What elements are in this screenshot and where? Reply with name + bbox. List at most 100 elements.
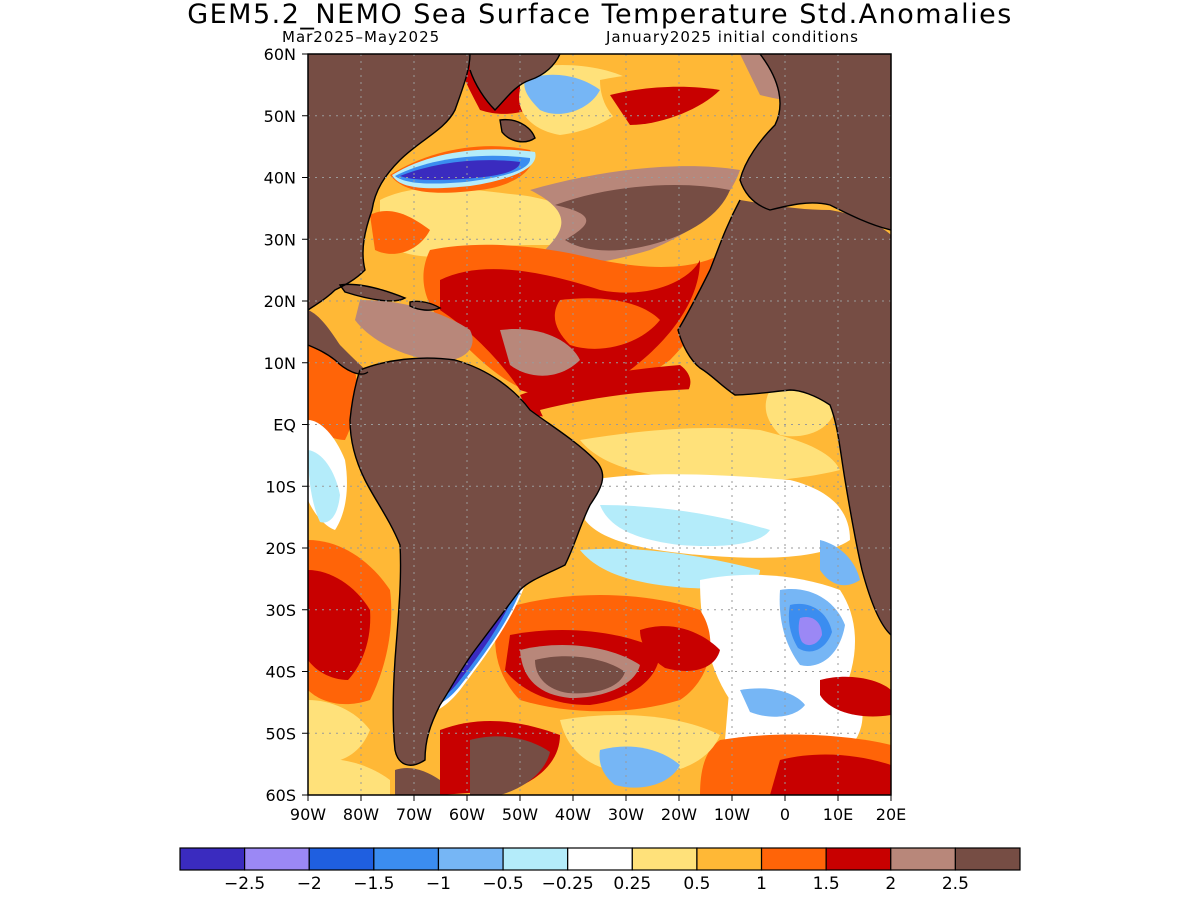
- latitude-labels: 60N 50N 40N 30N 20N 10N EQ 10S 20S 30S 40S 50S 60S: [264, 45, 308, 805]
- lat-tick-label: 50N: [264, 107, 296, 126]
- colorbar-swatch: [696, 847, 763, 871]
- lat-tick-label: 60N: [264, 45, 296, 64]
- anomaly-region: [765, 388, 835, 437]
- anomaly-region: [640, 626, 720, 671]
- anomaly-region: [820, 540, 860, 586]
- lat-tick-label: 60S: [265, 786, 296, 805]
- colorbar-swatch: [179, 847, 246, 871]
- colorbar-label: 0.25: [613, 874, 651, 894]
- europe-land: [740, 54, 891, 230]
- colorbar-swatch: [437, 847, 504, 871]
- colorbar-swatch: [308, 847, 375, 871]
- colorbar-swatch: [890, 847, 956, 871]
- lon-tick-label: 90W: [290, 805, 326, 824]
- colorbar-label: −2.5: [224, 874, 265, 894]
- coast-south-america: [349, 357, 604, 766]
- forecast-period: Mar2025–May2025: [282, 28, 441, 46]
- anomaly-region: [500, 329, 580, 376]
- south-america-land: [350, 358, 603, 766]
- chart-title: GEM5.2_NEMO Sea Surface Temperature Std.…: [187, 0, 1013, 30]
- anomaly-region: [798, 616, 822, 646]
- lon-tick-label: 30W: [608, 805, 644, 824]
- coast-newfoundland: [499, 118, 536, 143]
- anomaly-region: [524, 74, 600, 114]
- lon-tick-label: 70W: [396, 805, 432, 824]
- anomaly-region: [770, 754, 891, 795]
- colorbar-label: −0.25: [542, 874, 594, 894]
- colorbar-swatch: [631, 847, 698, 871]
- colorbar-label: 1.5: [813, 874, 840, 894]
- coast-hispaniola: [409, 300, 442, 311]
- colorbar-swatch: [373, 847, 440, 871]
- labrador-land: [470, 54, 560, 110]
- colorbar-swatch: [567, 847, 633, 871]
- anomaly-region: [355, 300, 473, 361]
- initial-conditions: January2025 initial conditions: [606, 28, 859, 46]
- africa-land: [678, 200, 891, 635]
- colorbar: [179, 847, 1021, 871]
- lat-tick-label: 50S: [265, 724, 296, 743]
- colorbar-label: 0.5: [683, 874, 710, 894]
- north-america-land: [308, 54, 470, 310]
- lat-tick-label: EQ: [273, 416, 296, 435]
- colorbar-swatch: [760, 847, 827, 871]
- colorbar-swatch: [825, 847, 892, 871]
- colorbar-swatch: [244, 847, 310, 871]
- land-masses: [308, 54, 891, 795]
- lon-tick-label: 80W: [343, 805, 379, 824]
- coastlines: [308, 54, 891, 766]
- cuba-land: [340, 284, 405, 301]
- colorbar-label: −1.5: [353, 874, 394, 894]
- anomaly-region: [555, 185, 730, 251]
- colorbar-swatch: [502, 847, 569, 871]
- anomaly-region: [535, 656, 625, 694]
- lat-tick-label: 40S: [265, 663, 296, 682]
- lat-tick-label: 30N: [264, 230, 296, 249]
- anomaly-field: [308, 54, 891, 795]
- anomaly-region: [470, 736, 550, 795]
- anomaly-region: [400, 160, 520, 180]
- coast-cuba: [338, 283, 407, 302]
- coast-labrador: [469, 54, 561, 111]
- anomaly-region: [599, 746, 680, 788]
- lat-tick-label: 10S: [265, 477, 296, 496]
- graticule: [308, 54, 891, 795]
- colorbar-swatch: [954, 847, 1021, 871]
- colorbar-label: 2.5: [942, 874, 969, 894]
- anomaly-region: [580, 428, 840, 482]
- lon-tick-label: 20E: [876, 805, 906, 824]
- longitude-labels: 90W 80W 70W 60W 50W 40W 30W 20W 10W 0 10E 20E: [290, 795, 906, 824]
- colorbar-label: −0.5: [482, 874, 523, 894]
- coast-africa: [677, 199, 891, 636]
- anomaly-region: [308, 758, 390, 795]
- lat-tick-label: 40N: [264, 169, 296, 188]
- colorbar-label: −2: [297, 874, 322, 894]
- anomaly-region: [740, 688, 805, 717]
- anomaly-region: [600, 505, 770, 547]
- central-america-land: [308, 310, 368, 375]
- anomaly-region: [370, 210, 430, 254]
- lon-tick-label: 20W: [661, 805, 697, 824]
- lat-tick-label: 20S: [265, 539, 296, 558]
- anomaly-region: [554, 298, 660, 349]
- lon-tick-label: 0: [780, 805, 790, 824]
- lon-tick-label: 10E: [823, 805, 853, 824]
- lat-tick-label: 20N: [264, 292, 296, 311]
- lon-tick-label: 60W: [449, 805, 485, 824]
- colorbar-labels: −2.5 −2 −1.5 −1 −0.5 −0.25 0.25 0.5 1 1.5 2 2.5: [224, 874, 969, 894]
- colorbar-label: −1: [426, 874, 451, 894]
- lat-tick-label: 10N: [264, 354, 296, 373]
- lat-tick-label: 30S: [265, 601, 296, 620]
- anomaly-region: [308, 700, 370, 765]
- lon-tick-label: 40W: [555, 805, 591, 824]
- anomaly-region: [308, 570, 371, 680]
- lon-tick-label: 50W: [502, 805, 538, 824]
- colorbar-label: 2: [885, 874, 896, 894]
- antarctic-edge-land: [395, 768, 440, 795]
- hispaniola-land: [410, 301, 440, 311]
- colorbar-label: 1: [756, 874, 767, 894]
- newfoundland-land: [500, 119, 535, 142]
- lon-tick-label: 10W: [714, 805, 750, 824]
- coast-north-america: [308, 54, 471, 311]
